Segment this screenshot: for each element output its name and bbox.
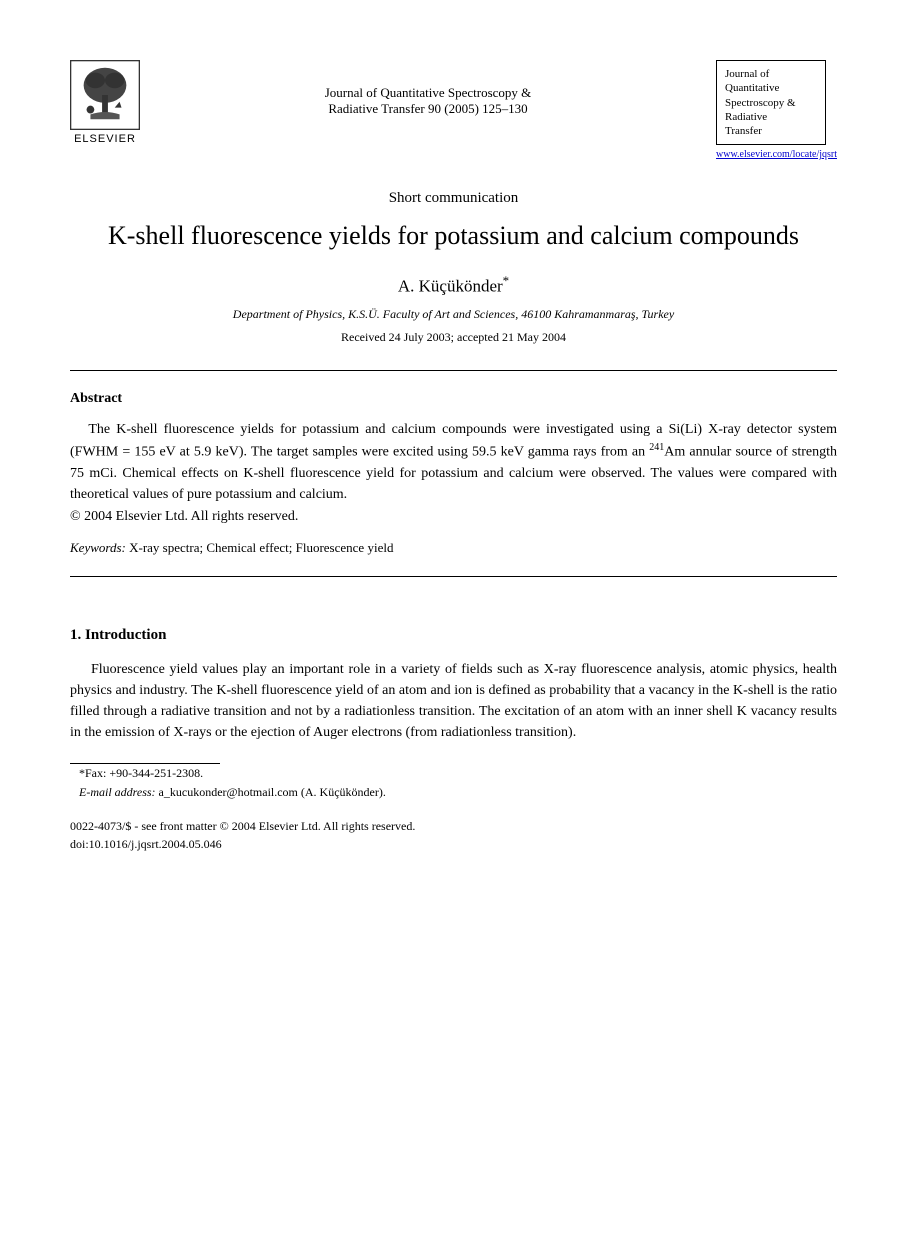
footnote-email-label: E-mail address: [79, 785, 156, 799]
copyright-text: © 2004 Elsevier Ltd. All rights reserved… [70, 509, 837, 525]
header-row: ELSEVIER Journal of Quantitative Spectro… [70, 60, 837, 160]
abstract-heading: Abstract [70, 391, 837, 407]
footnote-fax-label: Fax: [85, 766, 109, 780]
citation-line-1: Journal of Quantitative Spectroscopy & [325, 85, 532, 101]
article-dates: Received 24 July 2003; accepted 21 May 2… [70, 330, 837, 345]
affiliation: Department of Physics, K.S.Ü. Faculty of… [70, 307, 837, 322]
author-text: A. Küçükönder [398, 277, 503, 296]
footnote-email-value: a_kucukonder@hotmail.com (A. Küçükönder)… [156, 785, 386, 799]
author-name: A. Küçükönder* [70, 273, 837, 297]
divider-1 [70, 370, 837, 371]
keywords: Keywords: X-ray spectra; Chemical effect… [70, 540, 837, 556]
introduction-text: Fluorescence yield values play an import… [70, 659, 837, 743]
journal-box-container: Journal of Quantitative Spectroscopy & R… [716, 60, 837, 160]
journal-url-link[interactable]: www.elsevier.com/locate/jqsrt [716, 149, 837, 160]
publisher-name: ELSEVIER [74, 133, 136, 145]
journal-box-line-4: Radiative [725, 110, 817, 124]
footnote-fax: *Fax: +90-344-251-2308. [70, 764, 837, 783]
article-title: K-shell fluorescence yields for potassiu… [70, 219, 837, 253]
abstract-superscript: 241 [649, 442, 664, 453]
journal-box-line-2: Quantitative [725, 81, 817, 95]
journal-box-line-3: Spectroscopy & [725, 96, 817, 110]
journal-citation: Journal of Quantitative Spectroscopy & R… [325, 85, 532, 117]
journal-box: Journal of Quantitative Spectroscopy & R… [716, 60, 826, 145]
bottom-info: 0022-4073/$ - see front matter © 2004 El… [70, 817, 837, 853]
publisher-logo: ELSEVIER [70, 60, 140, 145]
keywords-text: X-ray spectra; Chemical effect; Fluoresc… [126, 540, 394, 555]
issn-text: 0022-4073/$ - see front matter © 2004 El… [70, 817, 837, 835]
article-type: Short communication [70, 190, 837, 207]
introduction-heading: 1. Introduction [70, 627, 837, 644]
divider-2 [70, 576, 837, 577]
elsevier-tree-icon [70, 60, 140, 130]
journal-box-line-5: Transfer [725, 124, 817, 138]
abstract-text: The K-shell fluorescence yields for pota… [70, 419, 837, 505]
doi-text: doi:10.1016/j.jqsrt.2004.05.046 [70, 835, 837, 853]
footnote-section: *Fax: +90-344-251-2308. E-mail address: … [70, 763, 837, 802]
journal-box-line-1: Journal of [725, 67, 817, 81]
footnote-fax-value: +90-344-251-2308. [109, 766, 203, 780]
citation-line-2: Radiative Transfer 90 (2005) 125–130 [325, 101, 532, 117]
author-marker: * [503, 273, 510, 288]
footnote-email: E-mail address: a_kucukonder@hotmail.com… [70, 783, 837, 802]
keywords-label: Keywords: [70, 540, 126, 555]
